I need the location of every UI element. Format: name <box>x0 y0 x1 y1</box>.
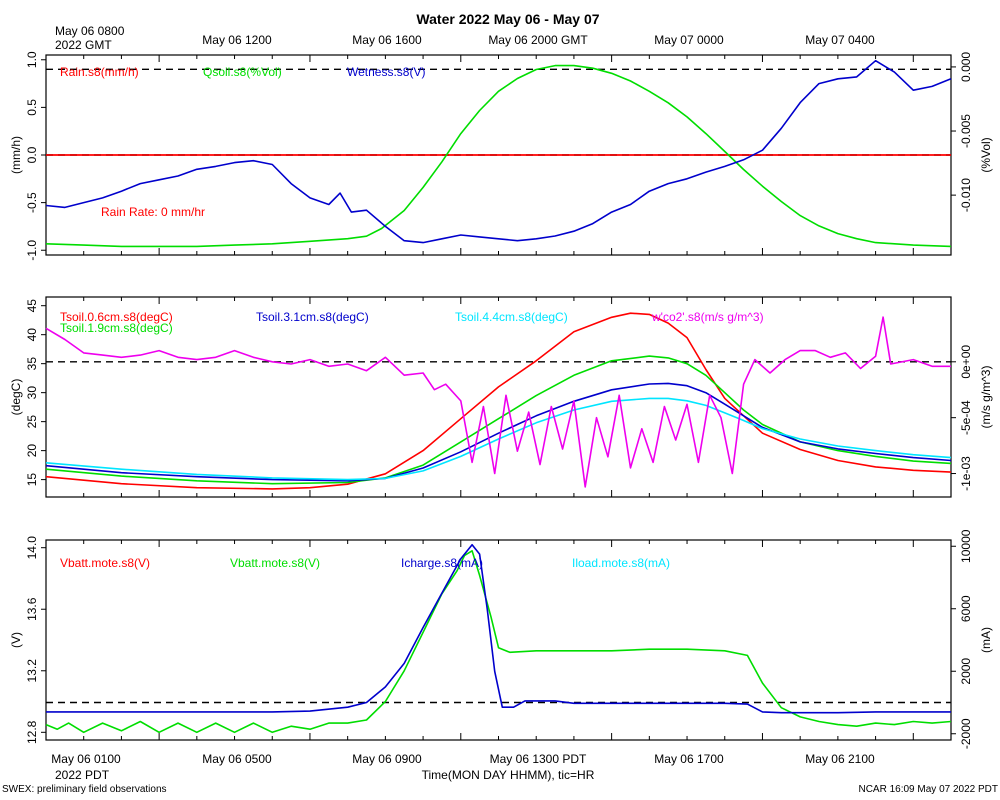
footer-left: SWEX: preliminary field observations <box>2 784 167 795</box>
series-lines <box>45 59 952 248</box>
top-axis-tick-label: May 07 0400 <box>805 33 875 47</box>
left-tick-label: 35 <box>25 357 39 371</box>
series-line <box>45 64 952 248</box>
legend-vbatt-red: Vbatt.mote.s8(V) <box>60 556 150 570</box>
footer-right: NCAR 16:09 May 07 2022 PDT <box>858 784 998 795</box>
left-tick-label: 40 <box>25 328 39 342</box>
left-tick-label: 30 <box>25 386 39 400</box>
legend-icharge: Icharge.s8(mA) <box>401 556 483 570</box>
bottom-axis-tick-label: May 06 0500 <box>202 752 272 766</box>
right-tick-label: -2000 <box>959 718 973 749</box>
legend-tsoil-4-4: Tsoil.4.4cm.s8(degC) <box>455 310 568 324</box>
panel-axes: -1.0 -0.5 0.0 0.5 1.0 -0.010 -0.005 0.000 <box>25 51 973 260</box>
right-tick-label: -5e-04 <box>959 400 973 435</box>
top-axis-tick-label: May 06 1600 <box>352 33 422 47</box>
series-line <box>45 382 952 482</box>
right-tick-label: 0e+00 <box>959 345 973 379</box>
left-tick-label: 13.6 <box>25 597 39 621</box>
right-tick-label: 6000 <box>959 595 973 622</box>
legend-rain: Rain.s8(mm/h) <box>60 65 139 79</box>
left-tick-label: 14.0 <box>25 536 39 560</box>
legend-wetness: Wetness.s8(V) <box>347 65 425 79</box>
left-axis-label: (degC) <box>9 379 23 416</box>
left-tick-label: 45 <box>25 299 39 313</box>
legend-wco2: w'co2'.s8(m/s g/m^3) <box>651 310 764 324</box>
legend-tsoil-0-6: Tsoil.0.6cm.s8(degC) <box>60 310 173 324</box>
bottom-axis-tick-label: May 06 0900 <box>352 752 422 766</box>
bottom-axis-tick-label: May 06 2100 <box>805 752 875 766</box>
left-tick-label: 15 <box>25 473 39 487</box>
left-tick-label: 0.0 <box>25 146 39 163</box>
right-tick-label: -1e-03 <box>959 456 973 491</box>
series-lines <box>45 543 952 734</box>
left-axis-label: (mm/h) <box>9 136 23 174</box>
bottom-axis-tick-label: May 06 0100 <box>51 752 121 766</box>
rain-rate-annotation: Rain Rate: 0 mm/hr <box>101 205 205 219</box>
right-axis-label: (%Vol) <box>979 137 993 172</box>
left-tick-label: 1.0 <box>25 51 39 68</box>
left-tick-label: -0.5 <box>25 192 39 213</box>
series-line <box>45 312 952 490</box>
top-axis-tick-label: May 06 2000 GMT <box>488 33 588 47</box>
series-line <box>45 397 952 481</box>
panel-water: -1.0 -0.5 0.0 0.5 1.0 -0.010 -0.005 0.000 (mm/h… <box>9 51 993 260</box>
top-axis-tick-label: May 07 0000 <box>654 33 724 47</box>
chart-title: Water 2022 May 06 - May 07 <box>416 11 599 27</box>
left-tick-label: 20 <box>25 444 39 458</box>
top-axis-corner-line2: 2022 GMT <box>55 38 112 52</box>
right-tick-label: -0.005 <box>959 114 973 148</box>
legend-tsoil-3-1: Tsoil.3.1cm.s8(degC) <box>256 310 369 324</box>
top-axis-tick-label: May 06 1200 <box>202 33 272 47</box>
legend-tsoil-1-9: Tsoil.1.9cm.s8(degC) <box>60 321 173 335</box>
panel-battery: 12.8 13.2 13.6 14.0 -2000 2000 6000 10000 (V) (… <box>9 529 993 749</box>
panel-axes: 12.8 13.2 13.6 14.0 -2000 2000 6000 10000 <box>25 529 973 749</box>
left-tick-label: 25 <box>25 415 39 429</box>
right-tick-label: 2000 <box>959 658 973 685</box>
series-line <box>45 59 952 244</box>
bottom-axis-corner: 2022 PDT <box>55 768 110 782</box>
series-line <box>45 316 951 488</box>
panel-temperature: 15 20 25 30 35 40 45 -1e-03 -5e-04 0e+00 (degC) (… <box>9 296 993 498</box>
right-tick-label: 0.000 <box>959 52 973 82</box>
top-axis-corner-line1: May 06 0800 <box>55 24 125 38</box>
right-axis-label: (m/s g/m^3) <box>979 366 993 429</box>
left-tick-label: 0.5 <box>25 99 39 116</box>
left-tick-label: 13.2 <box>25 659 39 683</box>
left-tick-label: 12.8 <box>25 720 39 744</box>
series-line <box>46 543 951 714</box>
legend-iload: Iload.mote.s8(mA) <box>572 556 670 570</box>
right-tick-label: -0.010 <box>959 178 973 212</box>
right-tick-label: 10000 <box>959 529 973 563</box>
panel-axes: 15 20 25 30 35 40 45 -1e-03 -5e-04 0e+00 <box>25 297 973 497</box>
left-tick-label: -1.0 <box>25 240 39 261</box>
bottom-axis-tick-label: May 06 1300 PDT <box>490 752 587 766</box>
series-lines <box>45 312 952 490</box>
left-axis-label: (V) <box>9 632 23 648</box>
series-line <box>45 550 952 734</box>
bottom-axis-tick-label: May 06 1700 <box>654 752 724 766</box>
x-axis-label: Time(MON DAY HHMM), tic=HR <box>422 768 595 782</box>
legend-vbatt-green: Vbatt.mote.s8(V) <box>230 556 320 570</box>
right-axis-label: (mA) <box>979 627 993 653</box>
legend-qsoil: Qsoil.s8(%Vol) <box>203 65 282 79</box>
